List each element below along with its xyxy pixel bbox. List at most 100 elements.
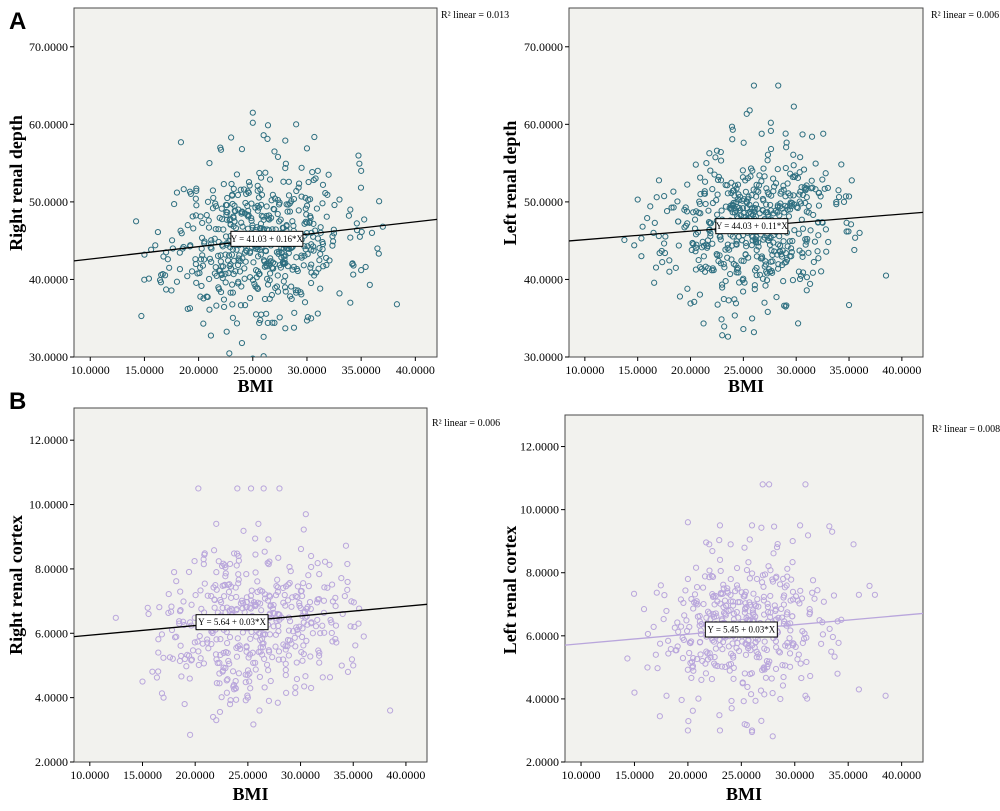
data-point [763, 201, 770, 208]
data-point [767, 592, 774, 600]
x-tick-label: 30.0000 [777, 363, 816, 377]
data-point [760, 665, 767, 672]
data-point [176, 266, 184, 273]
data-point [700, 253, 707, 260]
data-point [178, 652, 185, 660]
data-point [246, 604, 253, 611]
data-point [179, 618, 187, 625]
x-tick-label: 15.0000 [123, 768, 162, 782]
data-point [252, 601, 259, 608]
data-point [216, 708, 224, 716]
r-squared-label: R² linear = 0.006 [931, 10, 999, 21]
data-point [773, 544, 781, 551]
data-point [220, 303, 228, 311]
data-point [161, 272, 169, 279]
data-point [729, 652, 737, 659]
data-point [300, 262, 307, 269]
data-point [756, 271, 764, 278]
data-point [630, 590, 638, 597]
equation-box [704, 621, 778, 638]
data-point [307, 653, 314, 660]
data-point [748, 570, 756, 577]
data-point [659, 259, 666, 266]
data-point [810, 258, 817, 266]
data-point [307, 684, 315, 692]
data-point [263, 203, 270, 210]
data-point [186, 619, 194, 626]
data-point [241, 302, 249, 309]
data-point [188, 656, 196, 663]
data-point [719, 646, 726, 653]
data-point [785, 190, 792, 197]
data-point [184, 273, 191, 280]
data-point [752, 201, 760, 208]
data-point [227, 289, 234, 296]
y-tick-label: 30.0000 [524, 350, 563, 364]
data-point [185, 568, 193, 576]
data-point [684, 727, 691, 734]
data-point [152, 242, 159, 249]
data-point [358, 167, 365, 174]
data-point [188, 268, 196, 275]
data-point [299, 657, 306, 664]
data-point [344, 560, 351, 568]
data-point [724, 241, 731, 248]
data-point [765, 266, 773, 273]
data-point [250, 355, 256, 357]
data-point [687, 300, 694, 307]
data-point [208, 640, 215, 648]
data-point [795, 651, 802, 658]
data-point [158, 631, 166, 638]
data-point [259, 631, 267, 638]
data-point [240, 527, 247, 534]
data-point [733, 582, 741, 589]
data-point [686, 639, 693, 646]
data-point [328, 619, 335, 626]
data-point [332, 594, 339, 601]
data-point [298, 164, 305, 171]
data-point [145, 610, 152, 618]
data-point [156, 604, 163, 611]
data-point [311, 272, 318, 279]
data-point [254, 182, 261, 189]
data-point [725, 297, 732, 304]
data-point [791, 173, 798, 181]
data-point [241, 275, 248, 282]
data-point [336, 196, 343, 203]
data-point [272, 643, 279, 650]
data-point [181, 700, 188, 708]
data-point [185, 652, 193, 659]
data-point [310, 176, 317, 184]
data-point [801, 184, 808, 191]
data-point [738, 257, 745, 264]
data-point [211, 235, 218, 242]
plot-area [73, 407, 428, 763]
data-point [708, 676, 716, 683]
data-point [762, 261, 769, 268]
data-point [690, 667, 697, 674]
data-point [799, 253, 806, 260]
y-tick-label: 8.0000 [526, 566, 559, 580]
data-point [840, 198, 848, 205]
data-point [292, 684, 299, 691]
data-point [764, 600, 771, 607]
data-point [774, 209, 781, 216]
data-point [208, 237, 215, 244]
data-point [361, 216, 368, 223]
data-point [203, 293, 210, 300]
data-point [771, 602, 778, 609]
y-tick-label: 4.0000 [526, 692, 559, 706]
data-point [320, 263, 327, 270]
data-point [684, 181, 691, 188]
data-point [144, 604, 151, 611]
data-point [782, 164, 789, 172]
data-point [221, 581, 228, 588]
data-point [217, 651, 224, 658]
data-point [250, 259, 257, 266]
data-point [189, 213, 196, 220]
data-point [764, 308, 771, 315]
data-point [233, 320, 241, 327]
data-point [355, 152, 362, 159]
data-point [271, 610, 278, 617]
data-point [230, 686, 238, 693]
